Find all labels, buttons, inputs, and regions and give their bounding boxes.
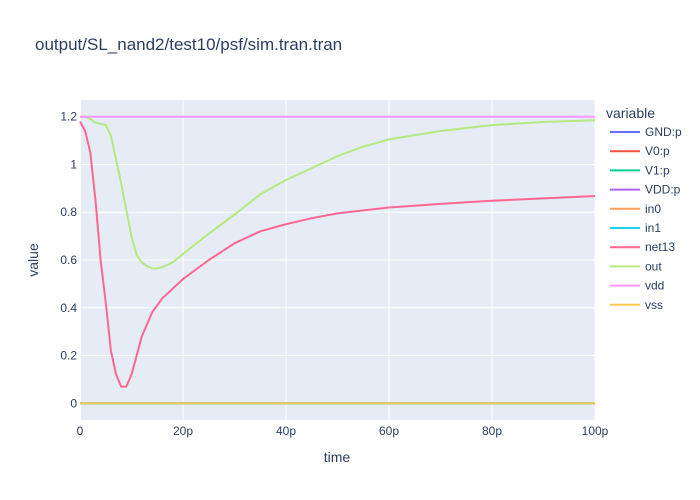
x-tick-label: 100p	[582, 424, 609, 438]
y-tick-label: 0	[70, 396, 77, 410]
legend-item-gnd-p[interactable]: GND:p	[610, 125, 682, 139]
y-tick-label: 0.4	[60, 301, 77, 315]
legend-label: in0	[645, 202, 661, 216]
legend-label: GND:p	[645, 125, 682, 139]
legend-item-v0-p[interactable]: V0:p	[610, 144, 670, 158]
y-tick-label: 1	[70, 157, 77, 171]
x-tick-labels: 0 20p 40p 60p 80p 100p	[77, 424, 609, 438]
y-axis-title: value	[25, 243, 41, 277]
series-line-net13	[79, 121, 596, 388]
chart-title: output/SL_nand2/test10/psf/sim.tran.tran	[35, 35, 342, 54]
legend-items[interactable]: GND:p V0:p V1:p VDD:p in0 in1 net13 out vdd vss	[610, 125, 682, 312]
legend-title: variable	[606, 105, 655, 121]
x-tick-label: 20p	[173, 424, 193, 438]
legend-item-vdd-p[interactable]: VDD:p	[610, 183, 681, 197]
legend-label: in1	[645, 221, 661, 235]
legend[interactable]: variable GND:p V0:p V1:p VDD:p in0 in1 net13 ou…	[606, 105, 682, 312]
x-tick-label: 80p	[482, 424, 502, 438]
legend-label: vss	[645, 298, 663, 312]
y-tick-label: 0.6	[60, 253, 77, 267]
x-tick-label: 40p	[276, 424, 296, 438]
series-line-out	[80, 115, 596, 270]
legend-label: V0:p	[645, 144, 670, 158]
legend-label: V1:p	[645, 163, 670, 177]
legend-label: vdd	[645, 279, 664, 293]
x-axis-title: time	[324, 449, 351, 465]
x-tick-label: 60p	[379, 424, 399, 438]
y-tick-labels: 0 0.2 0.4 0.6 0.8 1 1.2	[60, 110, 77, 411]
legend-item-net13[interactable]: net13	[610, 240, 675, 254]
y-tick-label: 0.8	[60, 205, 77, 219]
x-tick-label: 0	[77, 424, 84, 438]
y-tick-label: 1.2	[60, 110, 77, 124]
legend-item-v1-p[interactable]: V1:p	[610, 163, 670, 177]
series-lines	[79, 115, 596, 405]
legend-item-in0[interactable]: in0	[610, 202, 661, 216]
legend-item-vdd[interactable]: vdd	[610, 279, 664, 293]
legend-item-out[interactable]: out	[610, 259, 662, 273]
legend-item-in1[interactable]: in1	[610, 221, 661, 235]
legend-label: net13	[645, 240, 675, 254]
legend-label: out	[645, 259, 662, 273]
legend-label: VDD:p	[645, 183, 681, 197]
legend-item-vss[interactable]: vss	[610, 298, 663, 312]
y-tick-label: 0.2	[60, 349, 77, 363]
